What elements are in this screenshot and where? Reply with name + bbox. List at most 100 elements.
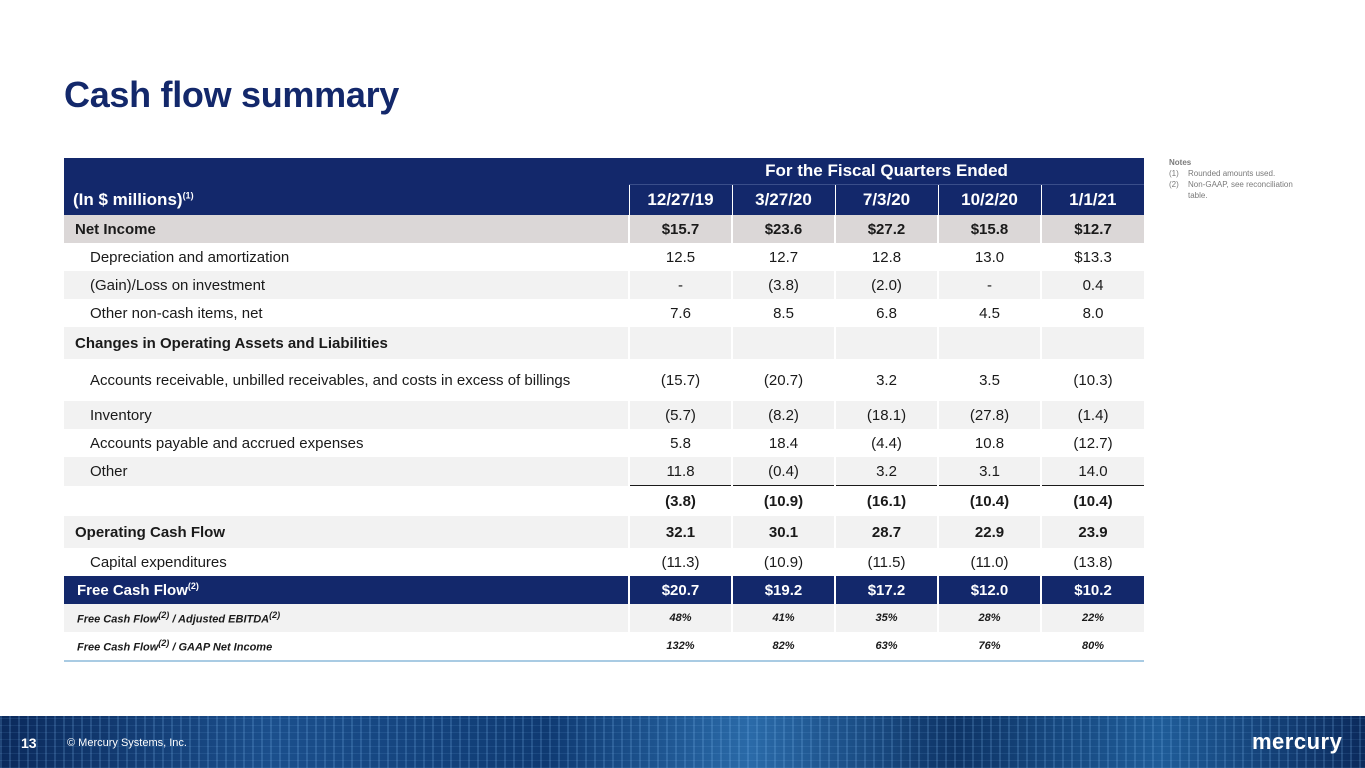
value-cell: (0.4) [731, 457, 835, 486]
value-cell: (20.7) [731, 359, 835, 401]
period-header: For the Fiscal Quarters Ended [629, 158, 1145, 185]
empty-cell [1039, 327, 1145, 359]
empty-cell [937, 327, 1041, 359]
value-cell: 3.2 [834, 359, 938, 401]
unit-label: (In $ millions) [73, 189, 183, 209]
note-item: (2) Non-GAAP, see reconciliation table. [1169, 179, 1309, 201]
value-cell: 3.2 [834, 457, 938, 486]
row-label: Accounts receivable, unbilled receivable… [64, 359, 629, 401]
value-cell: 76% [937, 632, 1041, 662]
value-cell: 8.0 [1039, 299, 1145, 327]
value-cell: (8.2) [731, 401, 835, 429]
value-cell: 30.1 [731, 516, 835, 548]
column-header: 7/3/20 [834, 184, 938, 215]
empty-cell [64, 485, 629, 516]
row-depreciation: Depreciation and amortization 12.5 12.7 … [64, 243, 1145, 271]
value-cell: (10.4) [1039, 485, 1145, 516]
value-cell: (10.9) [731, 548, 835, 576]
footer-background-pattern [0, 716, 1365, 768]
value-cell: (10.4) [937, 485, 1041, 516]
note-number: (1) [1169, 169, 1179, 178]
mercury-logo: mercury [1252, 729, 1343, 754]
value-cell: 3.1 [937, 457, 1041, 486]
notes: Notes (1) Rounded amounts used. (2) Non-… [1169, 157, 1309, 201]
row-label: Free Cash Flow(2) / GAAP Net Income [64, 632, 629, 662]
fcf-footnote: (2) [187, 581, 199, 591]
copyright-text: © Mercury Systems, Inc. [67, 737, 187, 749]
value-cell: 132% [628, 632, 732, 662]
empty-cell [731, 327, 835, 359]
value-cell: $27.2 [834, 215, 938, 243]
empty-cell [834, 327, 938, 359]
value-cell: (3.8) [731, 271, 835, 299]
note-number: (2) [1169, 180, 1179, 189]
value-cell: (18.1) [834, 401, 938, 429]
value-cell: 41% [731, 604, 835, 632]
column-header: 12/27/19 [628, 184, 732, 215]
value-cell: $23.6 [731, 215, 835, 243]
value-cell: 0.4 [1039, 271, 1145, 299]
value-cell: (10.3) [1039, 359, 1145, 401]
value-cell: 13.0 [937, 243, 1041, 271]
unit-footnote: (1) [182, 190, 194, 201]
value-cell: (27.8) [937, 401, 1041, 429]
ratio-footnote: (2) [269, 610, 281, 621]
column-header: 1/1/21 [1040, 184, 1145, 215]
row-label: Net Income [64, 215, 629, 243]
value-cell: 48% [628, 604, 732, 632]
header-blank-cell [64, 158, 629, 185]
unit-label-cell: (In $ millions)(1) [64, 184, 629, 215]
value-cell: 22% [1039, 604, 1145, 632]
row-changes-header: Changes in Operating Assets and Liabilit… [64, 327, 1145, 359]
value-cell: (13.8) [1039, 548, 1145, 576]
value-cell: (3.8) [628, 485, 732, 516]
ratio-footnote: (2) [158, 638, 170, 649]
value-cell: 28.7 [834, 516, 938, 548]
row-gain-loss: (Gain)/Loss on investment - (3.8) (2.0) … [64, 271, 1145, 299]
value-cell: (10.9) [731, 485, 835, 516]
value-cell: 63% [834, 632, 938, 662]
row-label: Inventory [64, 401, 629, 429]
row-net-income: Net Income $15.7 $23.6 $27.2 $15.8 $12.7 [64, 215, 1145, 243]
value-cell: (11.0) [937, 548, 1041, 576]
value-cell: 32.1 [628, 516, 732, 548]
row-label: Accounts payable and accrued expenses [64, 429, 629, 457]
row-payables: Accounts payable and accrued expenses 5.… [64, 429, 1145, 457]
value-cell: 7.6 [628, 299, 732, 327]
value-cell: 82% [731, 632, 835, 662]
value-cell: $17.2 [834, 576, 938, 604]
value-cell: (5.7) [628, 401, 732, 429]
value-cell: $20.7 [628, 576, 732, 604]
value-cell: 8.5 [731, 299, 835, 327]
value-cell: 35% [834, 604, 938, 632]
value-cell: - [628, 271, 732, 299]
value-cell: (16.1) [834, 485, 938, 516]
value-cell: (15.7) [628, 359, 732, 401]
row-operating-cash-flow: Operating Cash Flow 32.1 30.1 28.7 22.9 … [64, 516, 1145, 548]
row-other-noncash: Other non-cash items, net 7.6 8.5 6.8 4.… [64, 299, 1145, 327]
note-text: Non-GAAP, see reconciliation table. [1188, 180, 1293, 200]
row-free-cash-flow: Free Cash Flow(2) $20.7 $19.2 $17.2 $12.… [64, 576, 1145, 604]
ratio-label-part: Free Cash Flow [77, 613, 159, 626]
value-cell: 23.9 [1039, 516, 1145, 548]
value-cell: 80% [1039, 632, 1145, 662]
fcf-label: Free Cash Flow [77, 582, 188, 599]
row-receivables: Accounts receivable, unbilled receivable… [64, 359, 1145, 401]
row-label: Free Cash Flow(2) / Adjusted EBITDA(2) [64, 604, 629, 632]
row-label: Other [64, 457, 629, 486]
row-fcf-net-income: Free Cash Flow(2) / GAAP Net Income 132%… [64, 632, 1145, 662]
value-cell: 10.8 [937, 429, 1041, 457]
value-cell: $13.3 [1039, 243, 1145, 271]
value-cell: $15.7 [628, 215, 732, 243]
value-cell: (11.5) [834, 548, 938, 576]
value-cell: 5.8 [628, 429, 732, 457]
row-other: Other 11.8 (0.4) 3.2 3.1 14.0 [64, 457, 1145, 486]
value-cell: 12.5 [628, 243, 732, 271]
empty-cell [628, 327, 732, 359]
value-cell: 11.8 [628, 457, 732, 486]
value-cell: $19.2 [731, 576, 835, 604]
value-cell: (12.7) [1039, 429, 1145, 457]
value-cell: $12.7 [1039, 215, 1145, 243]
ratio-footnote: (2) [158, 610, 170, 621]
row-label: Capital expenditures [64, 548, 629, 576]
